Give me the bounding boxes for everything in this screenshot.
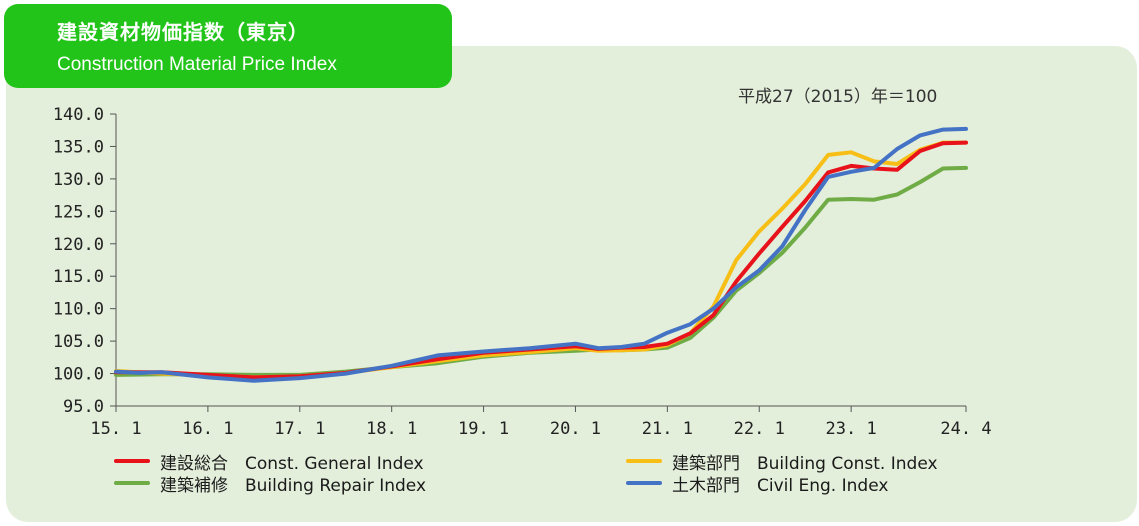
x-tick-label: 21. 1 [642, 419, 693, 439]
title-box: 建設資材物価指数（東京） Construction Material Price… [4, 4, 452, 88]
y-tick-label: 105.0 [53, 332, 104, 352]
y-tick-label: 120.0 [53, 235, 104, 255]
legend-swatch-building [626, 459, 662, 463]
y-tick-label: 115.0 [53, 267, 104, 287]
legend-swatch-civil [626, 481, 662, 485]
y-tick-label: 125.0 [53, 202, 104, 222]
chart-panel [6, 46, 1137, 522]
x-tick-label: 22. 1 [734, 419, 785, 439]
legend-label-civil: 土木部門 Civil Eng. Index [672, 476, 889, 496]
y-tick-label: 95.0 [63, 397, 104, 417]
x-tick-label: 24. 4 [940, 419, 991, 439]
y-tick-label: 100.0 [53, 365, 104, 385]
series-line-general [114, 140, 968, 380]
legend-label-repair: 建築補修 Building Repair Index [160, 476, 426, 496]
legend-swatch-general [114, 459, 150, 463]
series-line-building [114, 140, 968, 380]
y-tick-label: 110.0 [53, 300, 104, 320]
series-line-repair [114, 165, 968, 377]
x-tick-label: 15. 1 [90, 419, 141, 439]
y-tick-label: 140.0 [53, 105, 104, 125]
x-tick-label: 17. 1 [274, 419, 325, 439]
x-tick-label: 20. 1 [550, 419, 601, 439]
y-tick-label: 135.0 [53, 137, 104, 157]
chart-title-japanese: 建設資材物価指数（東京） [57, 20, 309, 44]
y-tick-label: 130.0 [53, 170, 104, 190]
x-tick-label: 16. 1 [182, 419, 233, 439]
x-tick-label: 18. 1 [366, 419, 417, 439]
chart-title-english: Construction Material Price Index [57, 54, 337, 75]
base-year-note: 平成27（2015）年＝100 [738, 87, 938, 107]
legend-label-building: 建築部門 Building Const. Index [672, 454, 938, 474]
series-line-civil [114, 126, 968, 383]
x-tick-label: 23. 1 [826, 419, 877, 439]
legend-swatch-repair [114, 481, 150, 485]
legend-label-general: 建設総合 Const. General Index [160, 454, 424, 474]
x-tick-label: 19. 1 [458, 419, 509, 439]
